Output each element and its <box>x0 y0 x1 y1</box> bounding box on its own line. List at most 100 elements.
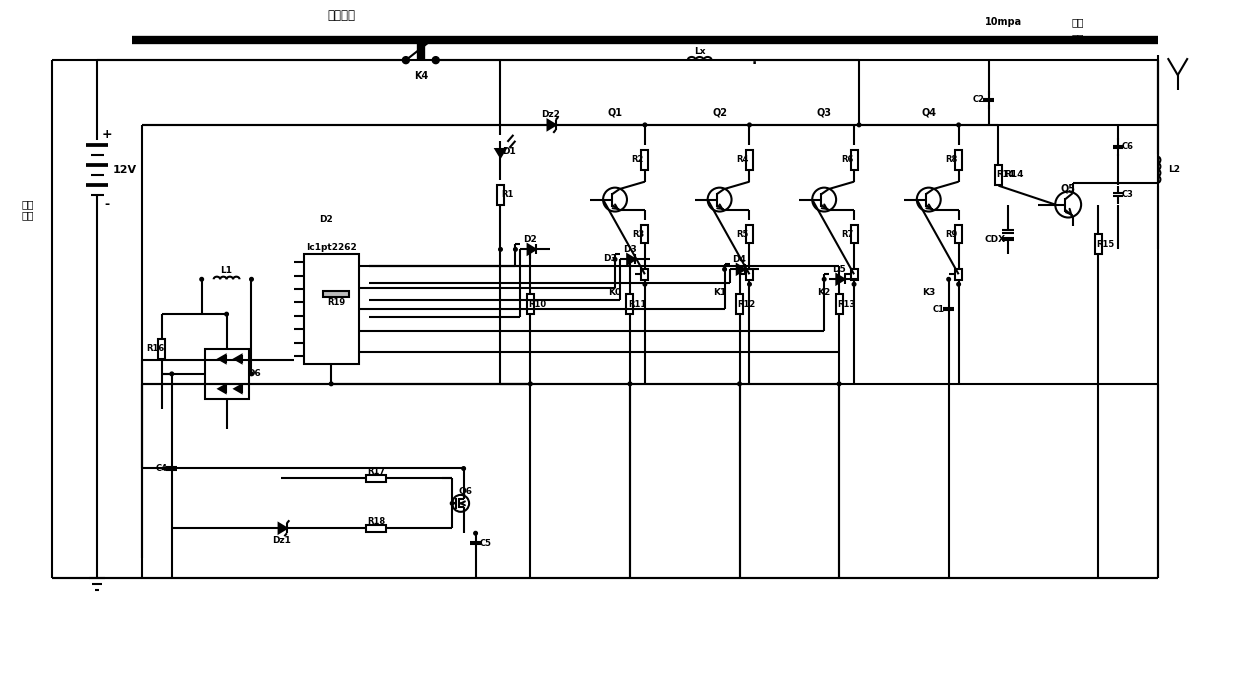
Text: Lx: Lx <box>694 47 706 56</box>
Text: R13: R13 <box>837 300 856 309</box>
Circle shape <box>738 382 742 386</box>
Bar <box>324 291 350 297</box>
Circle shape <box>748 123 751 127</box>
Text: R7: R7 <box>841 230 853 239</box>
Text: R11: R11 <box>627 300 646 309</box>
Text: 自备
电源: 自备 电源 <box>21 198 33 220</box>
Text: C1: C1 <box>932 305 945 313</box>
Polygon shape <box>496 149 506 157</box>
Circle shape <box>330 382 334 386</box>
Text: D2: D2 <box>523 235 537 244</box>
Text: C4: C4 <box>156 464 167 473</box>
Text: D6: D6 <box>248 369 262 378</box>
Text: R10: R10 <box>528 300 547 309</box>
Circle shape <box>474 531 477 535</box>
Text: CDX: CDX <box>985 235 1006 244</box>
Text: L1: L1 <box>221 266 233 276</box>
Bar <box>159 339 165 359</box>
Text: 高气: 高气 <box>1071 17 1085 28</box>
Bar <box>641 150 649 169</box>
Text: .: . <box>751 53 758 67</box>
Text: D4: D4 <box>733 255 746 264</box>
Polygon shape <box>279 523 286 533</box>
Text: R14: R14 <box>996 170 1014 179</box>
Circle shape <box>249 372 253 376</box>
Polygon shape <box>548 120 556 130</box>
Circle shape <box>957 123 961 127</box>
Text: C3: C3 <box>1122 190 1133 199</box>
Circle shape <box>644 123 647 127</box>
Text: R6: R6 <box>841 155 853 164</box>
Text: +: + <box>102 128 113 141</box>
Circle shape <box>852 282 856 286</box>
Bar <box>994 165 1002 185</box>
Circle shape <box>249 278 253 281</box>
Bar <box>626 294 634 314</box>
Bar <box>851 225 858 243</box>
Polygon shape <box>234 355 242 363</box>
Text: Q2: Q2 <box>712 108 727 118</box>
Text: R2: R2 <box>631 155 644 164</box>
Bar <box>955 269 962 280</box>
Circle shape <box>433 56 439 63</box>
Text: R16: R16 <box>146 344 164 353</box>
Circle shape <box>224 312 228 316</box>
Circle shape <box>723 267 727 271</box>
Text: R18: R18 <box>367 517 386 526</box>
Text: C2: C2 <box>972 96 985 105</box>
Bar <box>497 185 503 205</box>
Text: C5: C5 <box>480 539 491 548</box>
Text: K2: K2 <box>817 288 831 297</box>
Circle shape <box>644 282 647 286</box>
Bar <box>641 269 649 280</box>
Text: Dz1: Dz1 <box>272 536 291 545</box>
Text: 12V: 12V <box>113 165 138 175</box>
Text: Q3: Q3 <box>817 108 832 118</box>
Circle shape <box>629 382 631 386</box>
Text: -: - <box>104 198 109 211</box>
Polygon shape <box>234 385 242 393</box>
Polygon shape <box>218 355 226 363</box>
Circle shape <box>947 278 951 281</box>
Text: D2: D2 <box>320 215 334 224</box>
Text: Q5: Q5 <box>1060 183 1075 193</box>
Circle shape <box>614 258 616 261</box>
Text: R15: R15 <box>1096 240 1115 249</box>
Text: R1: R1 <box>501 190 513 199</box>
Bar <box>746 269 753 280</box>
Polygon shape <box>737 265 745 274</box>
Text: K4: K4 <box>414 71 428 81</box>
Circle shape <box>450 502 454 505</box>
Circle shape <box>822 278 826 281</box>
Text: K1: K1 <box>713 288 727 297</box>
Text: K3: K3 <box>923 288 935 297</box>
Text: Q6: Q6 <box>459 487 472 496</box>
Bar <box>836 294 843 314</box>
Polygon shape <box>218 385 226 393</box>
Text: L2: L2 <box>1168 165 1179 174</box>
Text: K0: K0 <box>609 288 621 297</box>
Text: Q4: Q4 <box>921 108 936 118</box>
Text: R12: R12 <box>738 300 755 309</box>
Circle shape <box>528 382 532 386</box>
Circle shape <box>857 123 861 127</box>
Text: R14: R14 <box>1003 170 1023 179</box>
Bar <box>746 225 753 243</box>
Circle shape <box>513 247 517 251</box>
Text: 压体: 压体 <box>1071 33 1085 43</box>
Text: R17: R17 <box>367 467 386 477</box>
Circle shape <box>957 282 961 286</box>
Circle shape <box>837 382 841 386</box>
Bar <box>955 150 962 169</box>
Polygon shape <box>836 274 844 285</box>
Text: R9: R9 <box>946 230 957 239</box>
Circle shape <box>498 247 502 251</box>
Text: D5: D5 <box>832 265 846 274</box>
Bar <box>366 525 386 532</box>
Bar <box>746 150 753 169</box>
Bar <box>641 225 649 243</box>
Bar <box>527 294 534 314</box>
Bar <box>851 269 858 280</box>
Bar <box>737 294 743 314</box>
Bar <box>955 225 962 243</box>
